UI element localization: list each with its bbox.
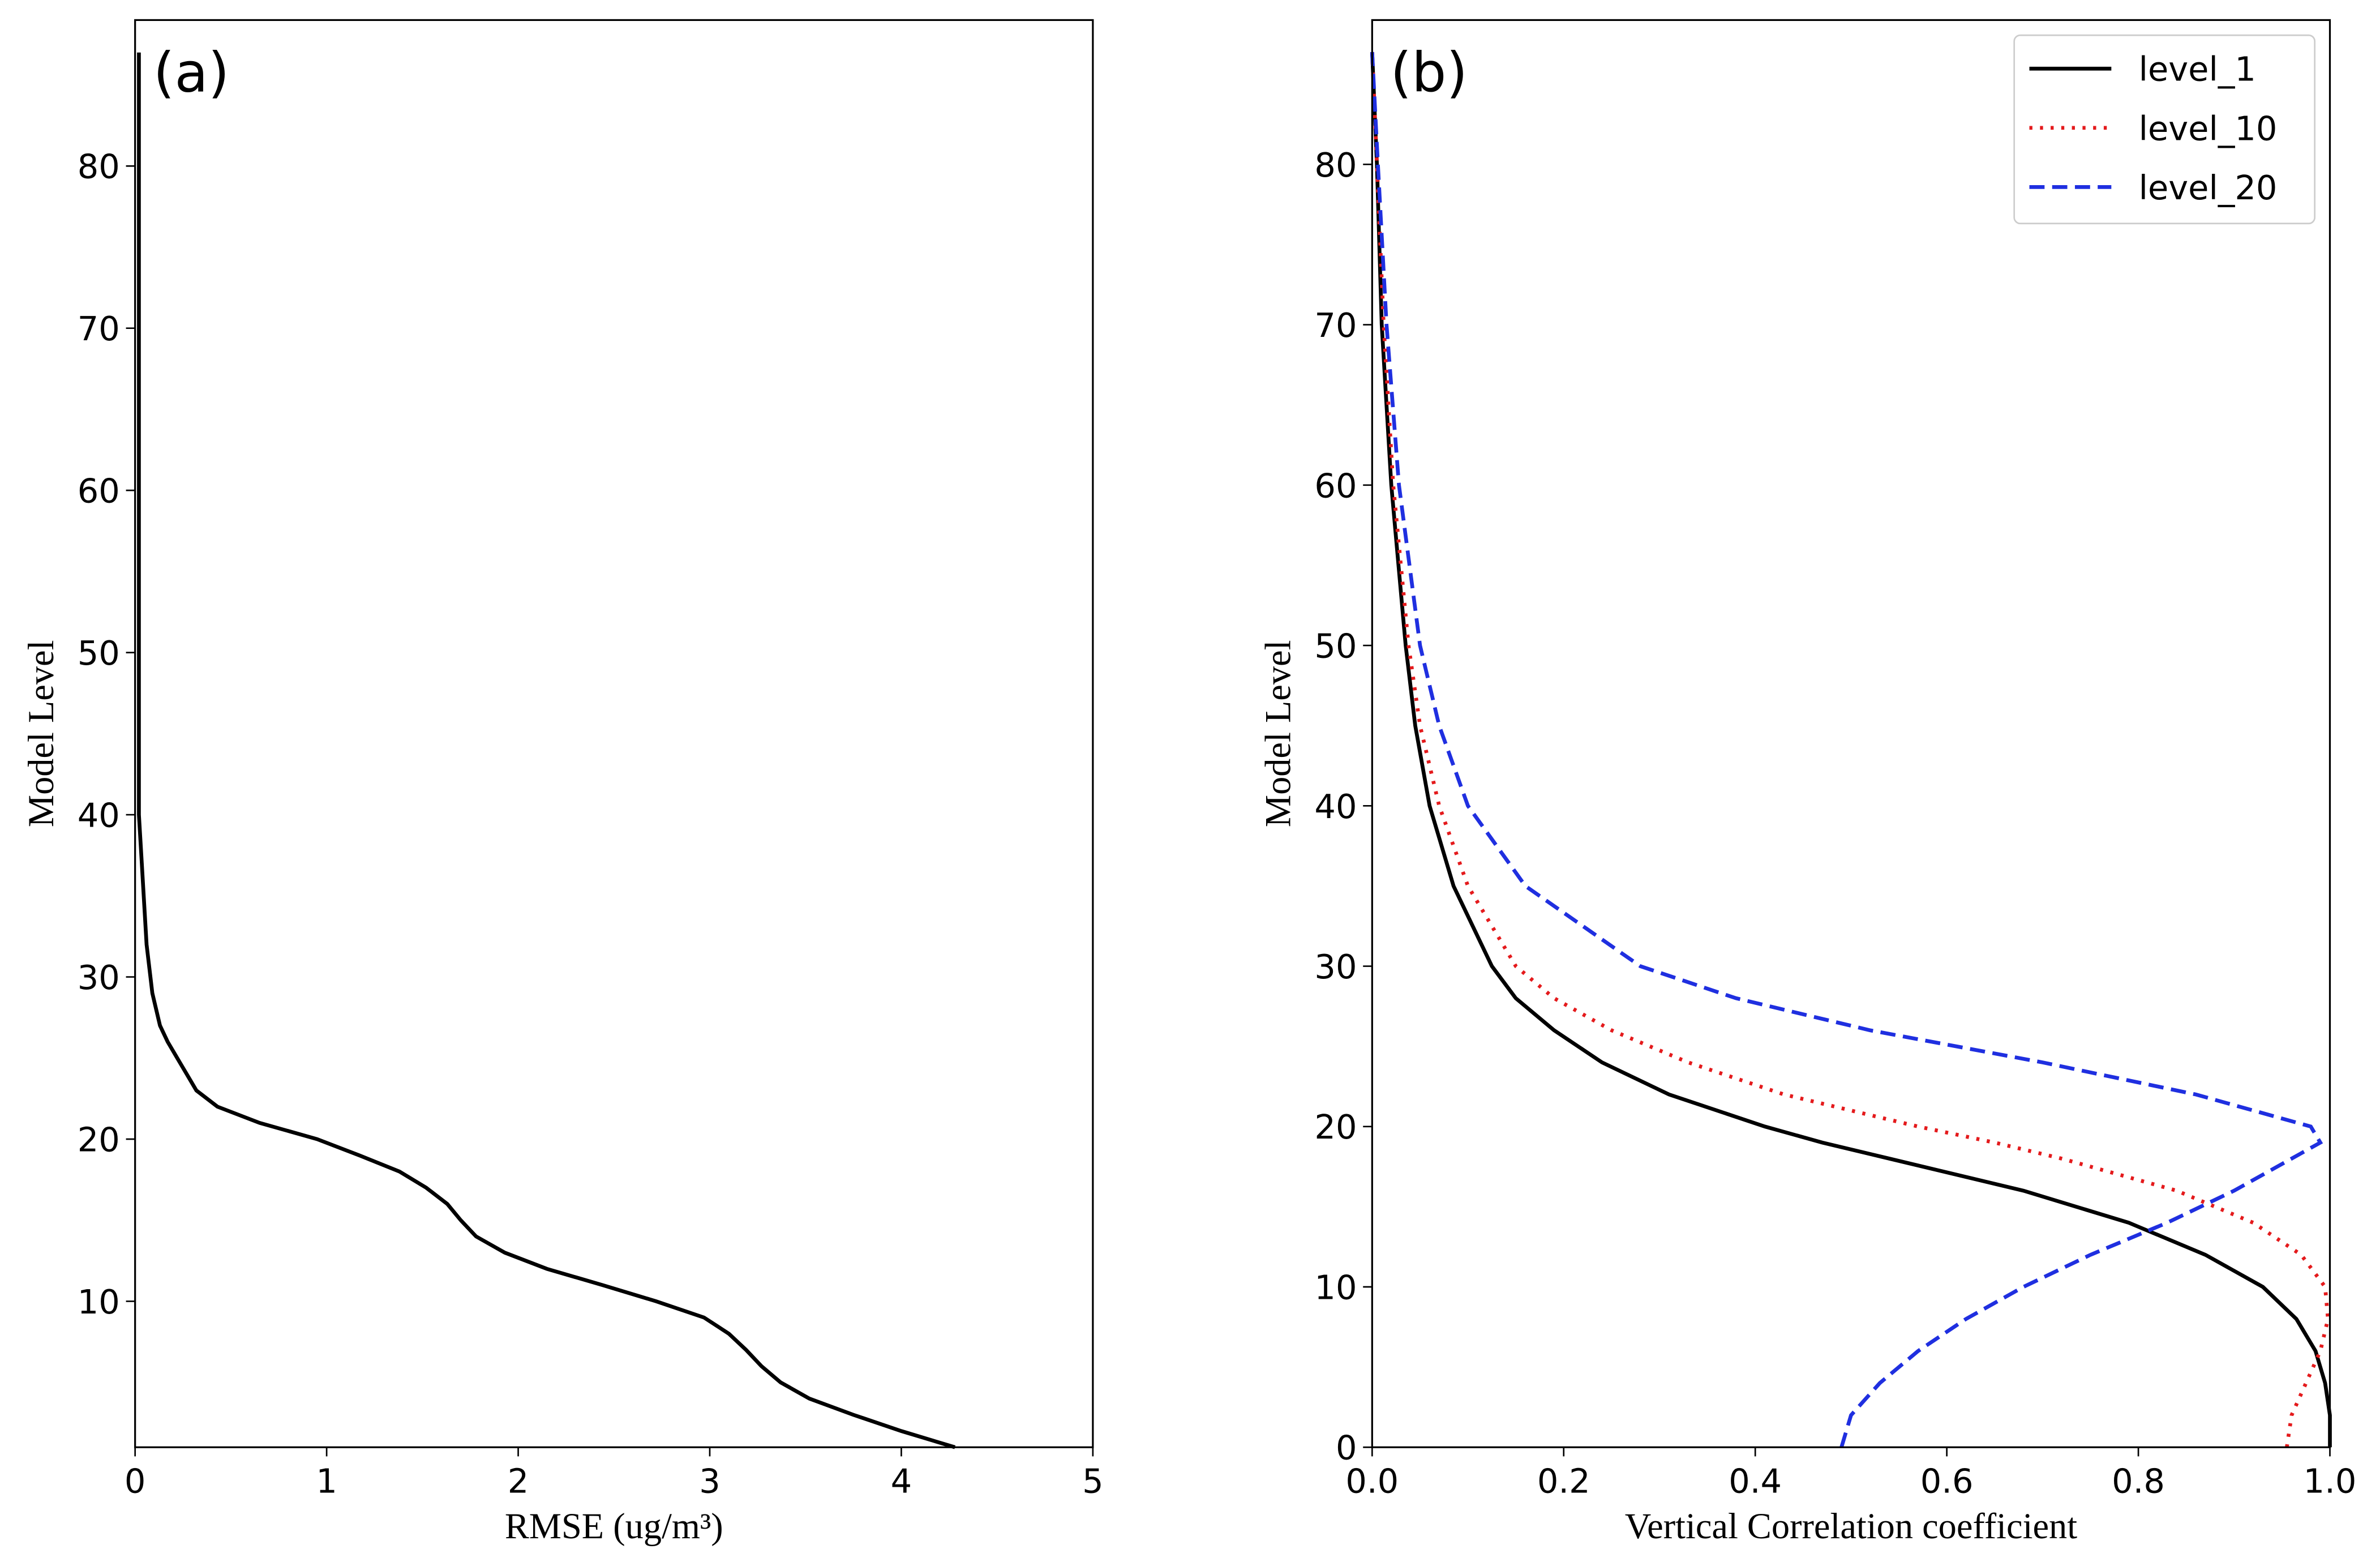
legend-frame — [2013, 34, 2316, 225]
y-tick-label: 50 — [1314, 627, 1357, 666]
y-axis-label: Model Level — [21, 640, 61, 828]
legend-label: level_10 — [2139, 109, 2278, 148]
y-tick-label: 60 — [1314, 466, 1357, 505]
y-tick-label: 20 — [78, 1120, 120, 1159]
line — [1370, 52, 2332, 1448]
y-tick-label: 80 — [1314, 146, 1357, 185]
x-tick-label: 3 — [699, 1462, 721, 1501]
x-axis-label: RMSE (ug/m³) — [505, 1506, 723, 1546]
panel-label: (a) — [153, 40, 229, 104]
x-tick-label: 0.4 — [1729, 1462, 1782, 1501]
x-tick-label: 2 — [508, 1462, 529, 1501]
x-tick-label: 0.8 — [2112, 1462, 2165, 1501]
x-tick-label: 1 — [316, 1462, 337, 1501]
x-tick-label: 1.0 — [2304, 1462, 2357, 1501]
y-tick-label: 40 — [78, 796, 120, 835]
x-tick-label: 0 — [125, 1462, 146, 1501]
plot-frame — [1371, 19, 2331, 1448]
legend-label: level_20 — [2139, 168, 2278, 207]
y-tick-label: 80 — [78, 147, 120, 186]
x-tick-label: 0.0 — [1345, 1462, 1399, 1501]
y-tick-label: 70 — [1314, 306, 1357, 345]
x-tick-label: 5 — [1082, 1462, 1104, 1501]
x-tick-label: 0.6 — [1920, 1462, 1974, 1501]
y-tick-label: 40 — [1314, 787, 1357, 826]
plot-frame — [134, 19, 1094, 1448]
y-tick-label: 0 — [1336, 1428, 1357, 1467]
y-tick-label: 60 — [78, 472, 120, 511]
y-tick-label: 70 — [78, 309, 120, 348]
y-axis-label: Model Level — [1258, 640, 1298, 828]
y-tick-label: 20 — [1314, 1107, 1357, 1146]
y-tick-label: 10 — [78, 1282, 120, 1321]
y-tick-label: 10 — [1314, 1268, 1357, 1307]
x-axis-label: Vertical Correlation coefficient — [1625, 1506, 2077, 1546]
line — [137, 52, 956, 1449]
panel-label: (b) — [1390, 40, 1468, 104]
line — [1370, 52, 2330, 1448]
x-tick-label: 4 — [891, 1462, 912, 1501]
line — [1370, 52, 2323, 1448]
legend-label: level_1 — [2139, 50, 2256, 89]
y-tick-label: 30 — [1314, 947, 1357, 986]
x-tick-label: 0.2 — [1537, 1462, 1590, 1501]
y-tick-label: 30 — [78, 958, 120, 997]
y-tick-label: 50 — [78, 634, 120, 673]
